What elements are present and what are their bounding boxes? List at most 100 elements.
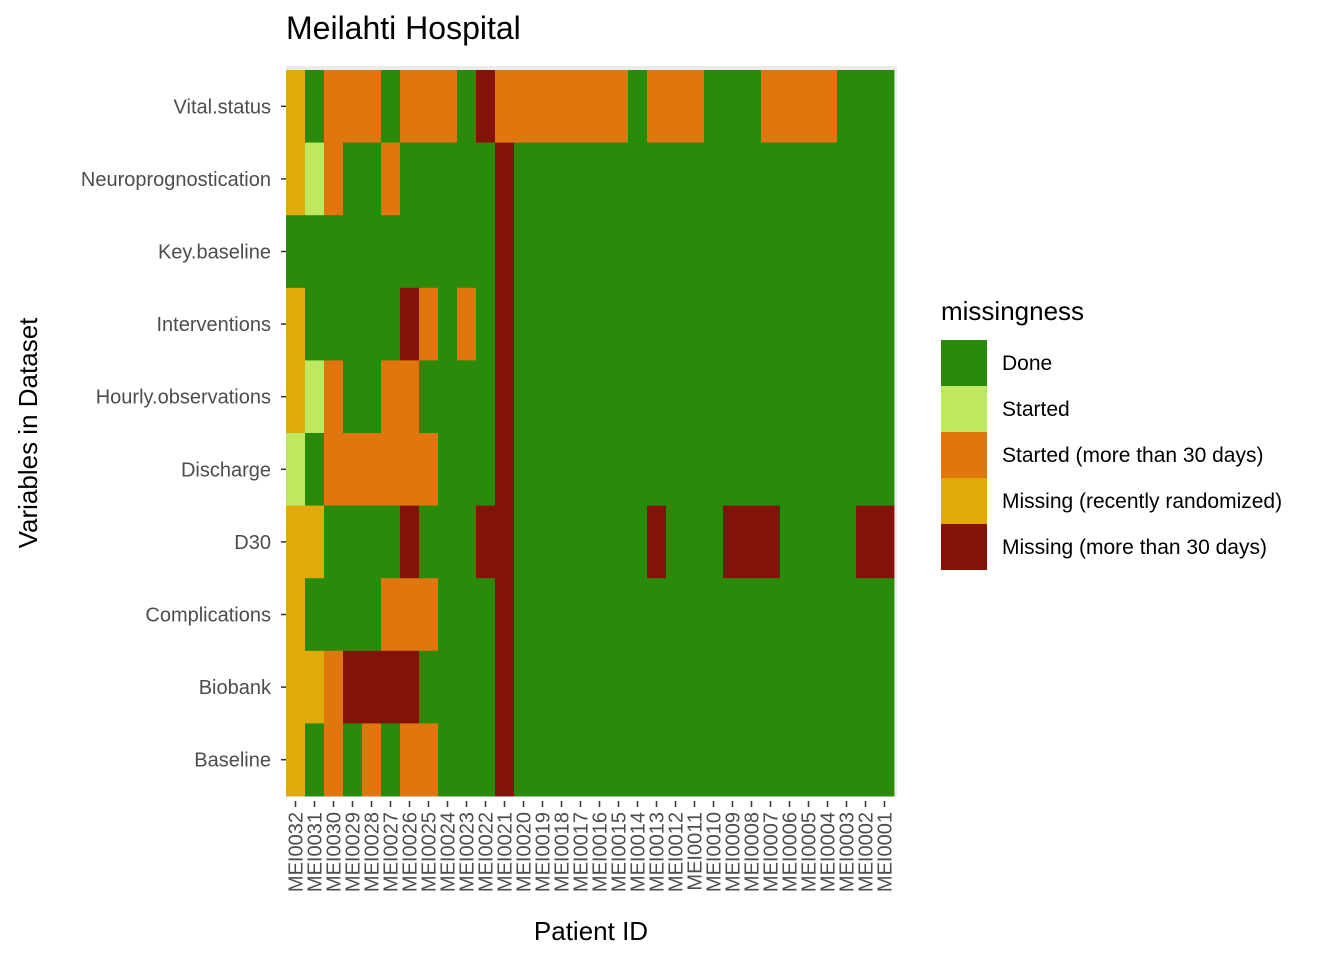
- heatmap-cell: [609, 433, 629, 506]
- x-tick-label: MEI0021: [495, 812, 517, 892]
- heatmap-cell: [286, 650, 306, 724]
- heatmap-cell: [723, 142, 743, 216]
- heatmap-cell: [305, 578, 325, 652]
- heatmap-cell: [742, 650, 762, 724]
- heatmap-cell: [723, 70, 743, 143]
- heatmap-cell: [609, 723, 629, 797]
- x-tick-label: MEI0026: [400, 812, 422, 892]
- heatmap-cell: [666, 70, 686, 143]
- heatmap-cell: [856, 142, 876, 216]
- heatmap-cell: [875, 287, 895, 361]
- heatmap-cell: [343, 505, 363, 579]
- heatmap-cell: [419, 215, 439, 289]
- heatmap-cell: [837, 142, 857, 216]
- heatmap-cell: [438, 215, 458, 289]
- heatmap-cell: [571, 70, 591, 143]
- heatmap-cell: [856, 578, 876, 652]
- heatmap-cell: [457, 287, 477, 361]
- heatmap-cell: [362, 433, 382, 506]
- heatmap-cell: [457, 360, 477, 434]
- heatmap-cell: [533, 433, 553, 506]
- heatmap-cell: [438, 433, 458, 506]
- heatmap-cell: [533, 142, 553, 216]
- x-tick-label: MEI0012: [666, 812, 688, 892]
- x-tick-label: MEI0024: [438, 812, 460, 892]
- heatmap-cell: [742, 723, 762, 797]
- heatmap-cell: [533, 578, 553, 652]
- heatmap-cell: [400, 215, 420, 289]
- y-tick-label: D30: [234, 532, 271, 554]
- heatmap-cell: [685, 70, 705, 143]
- heatmap-cell: [761, 578, 781, 652]
- x-tick-label: MEI0020: [514, 812, 536, 892]
- heatmap-cell: [780, 215, 800, 289]
- heatmap-cell: [704, 287, 724, 361]
- heatmap-cell: [780, 70, 800, 143]
- heatmap-cell: [343, 142, 363, 216]
- heatmap-cell: [552, 70, 572, 143]
- heatmap-cell: [723, 578, 743, 652]
- x-tick-label: MEI0008: [742, 812, 764, 892]
- heatmap-cell: [742, 70, 762, 143]
- heatmap-cell: [609, 142, 629, 216]
- heatmap-cell: [362, 650, 382, 724]
- heatmap-cell: [400, 650, 420, 724]
- heatmap-cell: [305, 360, 325, 434]
- heatmap-cell: [799, 70, 819, 143]
- x-tick-label: MEI0013: [647, 812, 669, 892]
- heatmap-cell: [362, 287, 382, 361]
- heatmap-cell: [685, 215, 705, 289]
- heatmap-cell: [457, 723, 477, 797]
- heatmap-cell: [780, 360, 800, 434]
- heatmap-cell: [818, 433, 838, 506]
- heatmap-cell: [742, 142, 762, 216]
- heatmap-cell: [514, 433, 534, 506]
- heatmap-cell: [875, 723, 895, 797]
- heatmap-cell: [476, 360, 496, 434]
- heatmap-cell: [628, 215, 648, 289]
- heatmap-cell: [628, 723, 648, 797]
- heatmap-cell: [400, 142, 420, 216]
- heatmap-cell: [742, 215, 762, 289]
- heatmap-cell: [324, 650, 344, 724]
- legend: missingness Done Started Started (more tha…: [941, 296, 1282, 570]
- heatmap-cell: [647, 142, 667, 216]
- x-tick-label: MEI0031: [305, 812, 327, 892]
- heatmap-cell: [381, 578, 401, 652]
- heatmap-cell: [362, 578, 382, 652]
- heatmap-cell: [704, 578, 724, 652]
- heatmap-cell: [837, 723, 857, 797]
- heatmap-cell: [552, 360, 572, 434]
- heatmap-cell: [685, 360, 705, 434]
- heatmap-cell: [837, 433, 857, 506]
- heatmap-cell: [305, 215, 325, 289]
- heatmap-cell: [438, 505, 458, 579]
- heatmap-cell: [875, 578, 895, 652]
- x-tick-label: MEI0023: [457, 812, 479, 892]
- heatmap-cell: [761, 287, 781, 361]
- heatmap-cell: [419, 650, 439, 724]
- heatmap-cell: [875, 142, 895, 216]
- y-tick-label: Complications: [145, 605, 271, 627]
- heatmap-cell: [761, 360, 781, 434]
- heatmap-cell: [590, 287, 610, 361]
- heatmap-cell: [761, 650, 781, 724]
- heatmap-cell: [343, 215, 363, 289]
- heatmap-cell: [438, 578, 458, 652]
- heatmap-cell: [780, 723, 800, 797]
- heatmap-cell: [381, 215, 401, 289]
- heatmap-cell: [704, 650, 724, 724]
- heatmap-cell: [419, 505, 439, 579]
- y-tick-label: Hourly.observations: [96, 387, 271, 409]
- heatmap-cell: [381, 142, 401, 216]
- heatmap-cell: [704, 142, 724, 216]
- heatmap-cell: [419, 287, 439, 361]
- heatmap-cell: [837, 360, 857, 434]
- heatmap-cell: [362, 505, 382, 579]
- heatmap-cell: [419, 142, 439, 216]
- heatmap-cell: [476, 70, 496, 143]
- heatmap-cell: [666, 578, 686, 652]
- heatmap-cell: [685, 433, 705, 506]
- y-tick-label: Biobank: [199, 677, 272, 699]
- heatmap-cell: [799, 578, 819, 652]
